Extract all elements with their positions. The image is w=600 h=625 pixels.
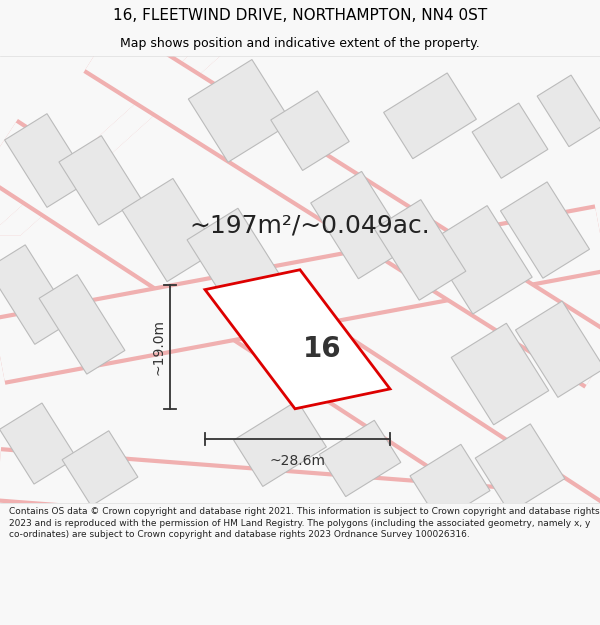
Polygon shape: [383, 73, 476, 159]
Text: 16: 16: [303, 335, 342, 363]
Polygon shape: [62, 431, 138, 506]
Text: Contains OS data © Crown copyright and database right 2021. This information is : Contains OS data © Crown copyright and d…: [9, 507, 599, 539]
Text: ~19.0m: ~19.0m: [151, 319, 165, 375]
Text: ~197m²/~0.049ac.: ~197m²/~0.049ac.: [190, 213, 430, 237]
Polygon shape: [59, 136, 141, 225]
Polygon shape: [271, 91, 349, 171]
Text: Map shows position and indicative extent of the property.: Map shows position and indicative extent…: [120, 38, 480, 51]
Polygon shape: [0, 403, 76, 484]
Polygon shape: [410, 444, 490, 522]
Polygon shape: [0, 46, 230, 235]
Polygon shape: [428, 206, 532, 314]
Polygon shape: [188, 59, 292, 162]
Text: 16, FLEETWIND DRIVE, NORTHAMPTON, NN4 0ST: 16, FLEETWIND DRIVE, NORTHAMPTON, NN4 0S…: [113, 8, 487, 23]
Polygon shape: [205, 270, 390, 409]
Polygon shape: [5, 114, 89, 208]
Polygon shape: [319, 420, 401, 497]
Polygon shape: [500, 182, 590, 278]
Polygon shape: [233, 401, 326, 486]
Polygon shape: [537, 75, 600, 147]
Polygon shape: [0, 245, 73, 344]
Polygon shape: [311, 171, 409, 279]
Text: ~28.6m: ~28.6m: [269, 454, 325, 469]
Polygon shape: [374, 199, 466, 300]
Polygon shape: [472, 103, 548, 178]
Polygon shape: [187, 208, 283, 311]
Polygon shape: [39, 274, 125, 374]
Polygon shape: [122, 179, 218, 282]
Polygon shape: [515, 301, 600, 398]
Polygon shape: [475, 424, 565, 513]
Polygon shape: [451, 323, 549, 425]
